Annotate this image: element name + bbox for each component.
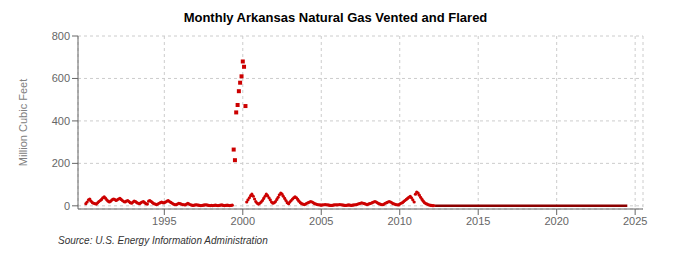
svg-text:2015: 2015 (466, 215, 490, 227)
svg-text:2020: 2020 (544, 215, 568, 227)
svg-text:2025: 2025 (623, 215, 647, 227)
svg-text:2000: 2000 (231, 215, 255, 227)
svg-text:400: 400 (52, 115, 70, 127)
svg-text:200: 200 (52, 157, 70, 169)
svg-text:2010: 2010 (387, 215, 411, 227)
html-text:Source: U.S. Energy Informatio: Source: U.S. Energy Information Administ… (58, 235, 268, 246)
html-text:Monthly Arkansas Natural Gas V: Monthly Arkansas Natural Gas Vented and … (183, 10, 488, 25)
svg-text:1995: 1995 (152, 215, 176, 227)
svg-text:Million Cubic Feet: Million Cubic Feet (17, 79, 29, 166)
svg-text:600: 600 (52, 72, 70, 84)
svg-text:0: 0 (64, 200, 70, 212)
svg-text:2005: 2005 (309, 215, 333, 227)
svg-text:800: 800 (52, 30, 70, 42)
